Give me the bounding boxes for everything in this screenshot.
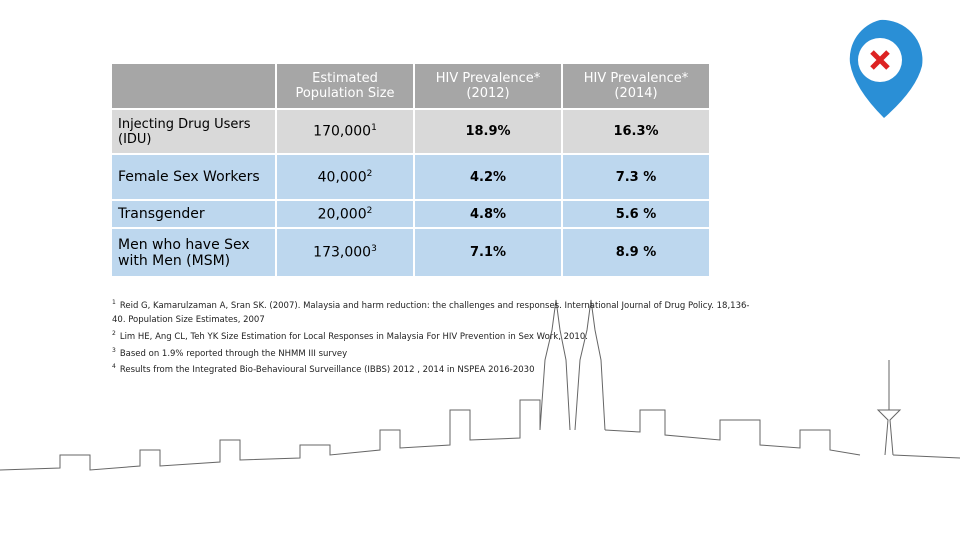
population-value: 170,000	[313, 123, 372, 140]
prevalence-2014: 16.3%	[561, 108, 711, 155]
reference-mark: 3	[371, 244, 377, 255]
prevalence-table: Estimated Population Size HIV Prevalence*…	[110, 62, 711, 278]
footnote-text: Reid G, Kamarulzaman A, Sran SK. (2007).…	[112, 300, 750, 325]
population-cell: 173,0003	[275, 227, 415, 278]
footnote-mark: 3	[112, 346, 116, 354]
header-cell: HIV Prevalence* (2012)	[413, 62, 563, 110]
row-label: Female Sex Workers	[110, 153, 277, 201]
footnote-mark: 1	[112, 299, 116, 306]
footnote-mark: 4	[112, 363, 116, 371]
row-label: Injecting Drug Users (IDU)	[110, 108, 277, 155]
table-row: Men who have Sex with Men (MSM) 173,0003 7…	[110, 227, 711, 278]
skyline	[0, 299, 960, 471]
prevalence-2014: 5.6 %	[561, 199, 711, 229]
footnote: 3 Based on 1.9% reported through the NHMM…	[112, 344, 762, 361]
footnote-text: Lim HE, Ang CL, Teh YK Size Estimation f…	[119, 331, 588, 342]
footnote-text: Results from the Integrated Bio-Behaviou…	[119, 365, 535, 376]
table-row: Female Sex Workers 40,0002 4.2% 7.3 %	[110, 153, 711, 201]
prevalence-2012: 4.8%	[413, 199, 563, 229]
reference-mark: 2	[366, 205, 373, 216]
population-cell: 170,0001	[275, 108, 415, 155]
table-row: Transgender 20,0002 4.8% 5.6 %	[110, 199, 711, 229]
footnote: 4 Results from the Integrated Bio-Behavio…	[112, 360, 762, 377]
prevalence-2014: 7.3 %	[561, 153, 711, 201]
prevalence-2012: 18.9%	[413, 108, 563, 155]
footnote-mark: 2	[112, 329, 116, 337]
footnote-text: Based on 1.9% reported through the NHMM …	[119, 348, 348, 359]
header-blank	[110, 62, 277, 110]
footnote: 1 Reid G, Kamarulzaman A, Sran SK. (2007)…	[112, 296, 762, 327]
header-row: Estimated Population Size HIV Prevalence*…	[110, 62, 711, 110]
prevalence-2012: 7.1%	[413, 227, 563, 278]
population-cell: 20,0002	[275, 199, 415, 229]
reference-mark: 1	[371, 123, 377, 134]
reference-mark: 2	[366, 168, 373, 179]
population-value: 40,000	[317, 169, 367, 186]
logo-ribbon	[870, 50, 890, 70]
header-cell: HIV Prevalence* (2014)	[561, 62, 711, 110]
prevalence-2012: 4.2%	[413, 153, 563, 201]
footnote: 2 Lim HE, Ang CL, Teh YK Size Estimation …	[112, 327, 762, 344]
row-label: Transgender	[110, 199, 277, 229]
prevalence-2014: 8.9 %	[561, 227, 711, 278]
row-label: Men who have Sex with Men (MSM)	[110, 227, 277, 278]
table-row: Injecting Drug Users (IDU) 170,0001 18.9% 1…	[110, 108, 711, 155]
header-cell: Estimated Population Size	[275, 62, 415, 110]
population-value: 173,000	[313, 244, 372, 261]
population-value: 20,000	[317, 206, 367, 223]
footnotes: 1 Reid G, Kamarulzaman A, Sran SK. (2007)…	[112, 296, 762, 377]
population-cell: 40,0002	[275, 153, 415, 201]
